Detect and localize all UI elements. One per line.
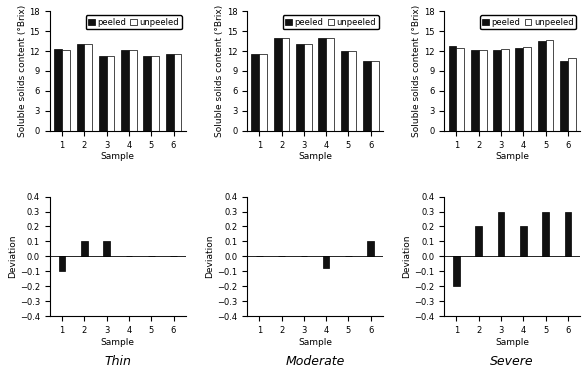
Y-axis label: Deviation: Deviation [8, 235, 17, 278]
Bar [323, 256, 329, 268]
Text: Thin: Thin [104, 355, 131, 368]
Y-axis label: Soluble solids content (°Brix): Soluble solids content (°Brix) [18, 5, 27, 137]
Bar [121, 50, 129, 131]
Y-axis label: Deviation: Deviation [205, 235, 214, 278]
Bar [274, 38, 281, 131]
Bar [363, 61, 371, 131]
Bar [542, 212, 549, 256]
Bar [546, 40, 553, 131]
Y-axis label: Soluble solids content (°Brix): Soluble solids content (°Brix) [215, 5, 224, 137]
Text: Severe: Severe [490, 355, 534, 368]
Bar [166, 54, 173, 131]
Bar [81, 241, 88, 256]
Bar [84, 44, 92, 131]
Bar [59, 256, 66, 271]
Bar [538, 41, 546, 131]
Bar [449, 46, 456, 131]
Bar [479, 50, 486, 131]
Bar [349, 51, 356, 131]
Bar [367, 241, 374, 256]
Bar [103, 241, 110, 256]
Bar [296, 44, 304, 131]
Y-axis label: Deviation: Deviation [403, 235, 411, 278]
Legend: peeled, unpeeled: peeled, unpeeled [283, 15, 379, 29]
Bar [453, 256, 460, 286]
Bar [493, 50, 501, 131]
Bar [471, 50, 479, 131]
Bar [318, 38, 326, 131]
Bar [523, 47, 531, 131]
Bar [498, 212, 505, 256]
Legend: peeled, unpeeled: peeled, unpeeled [480, 15, 576, 29]
X-axis label: Sample: Sample [101, 338, 135, 347]
Bar [456, 48, 464, 131]
X-axis label: Sample: Sample [298, 338, 332, 347]
X-axis label: Sample: Sample [298, 152, 332, 161]
Legend: peeled, unpeeled: peeled, unpeeled [86, 15, 182, 29]
Bar [62, 50, 70, 131]
Bar [475, 227, 482, 256]
Bar [144, 56, 151, 131]
Bar [304, 44, 312, 131]
Bar [560, 61, 568, 131]
Bar [151, 56, 159, 131]
X-axis label: Sample: Sample [495, 338, 529, 347]
X-axis label: Sample: Sample [101, 152, 135, 161]
Bar [520, 227, 527, 256]
Bar [326, 38, 334, 131]
Bar [99, 56, 107, 131]
Bar [54, 49, 62, 131]
Bar [340, 51, 349, 131]
Bar [173, 54, 181, 131]
Bar [564, 212, 571, 256]
Bar [107, 56, 114, 131]
Bar [129, 50, 137, 131]
Bar [568, 58, 575, 131]
Bar [281, 38, 289, 131]
X-axis label: Sample: Sample [495, 152, 529, 161]
Bar [259, 54, 267, 131]
Bar [371, 61, 379, 131]
Text: Moderate: Moderate [285, 355, 345, 368]
Bar [516, 48, 523, 131]
Bar [501, 49, 509, 131]
Bar [251, 54, 259, 131]
Bar [77, 44, 84, 131]
Y-axis label: Soluble solids content (°Brix): Soluble solids content (°Brix) [412, 5, 421, 137]
